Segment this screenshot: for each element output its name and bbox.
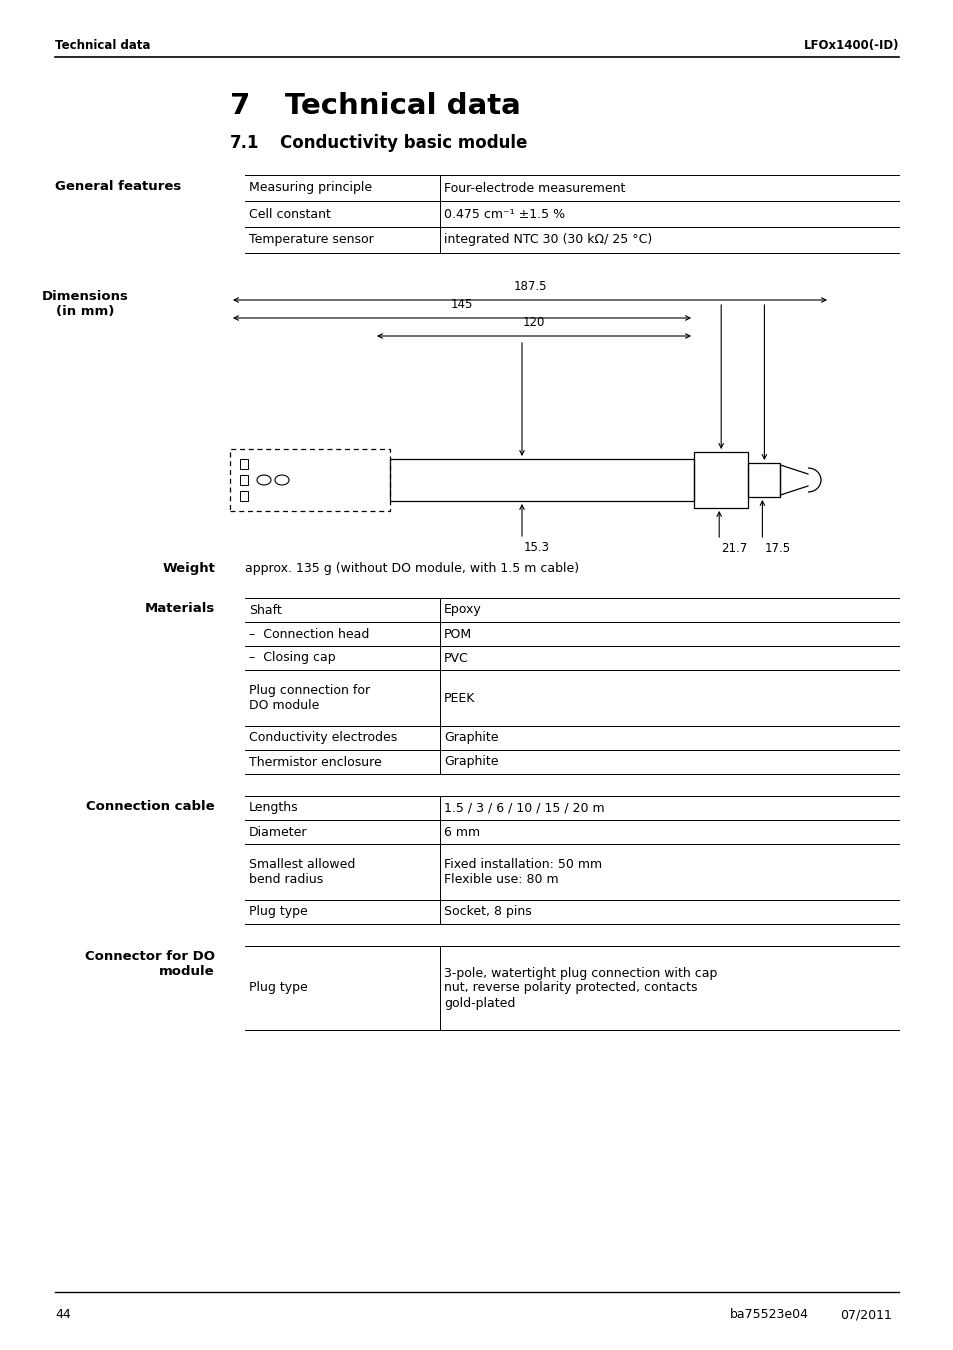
Text: 07/2011: 07/2011 <box>840 1308 891 1322</box>
Text: Cell constant: Cell constant <box>249 208 331 220</box>
Text: 6 mm: 6 mm <box>443 825 479 838</box>
Text: Fixed installation: 50 mm
Flexible use: 80 m: Fixed installation: 50 mm Flexible use: … <box>443 859 601 886</box>
Text: integrated NTC 30 (30 kΩ/ 25 °C): integrated NTC 30 (30 kΩ/ 25 °C) <box>443 234 652 247</box>
Text: Weight: Weight <box>162 562 214 575</box>
Text: Connector for DO
module: Connector for DO module <box>85 950 214 977</box>
Text: 44: 44 <box>55 1308 71 1322</box>
Text: Shaft: Shaft <box>249 603 281 617</box>
Text: PVC: PVC <box>443 652 468 664</box>
Bar <box>693 452 747 508</box>
Text: 7.1: 7.1 <box>230 134 259 153</box>
Text: Four-electrode measurement: Four-electrode measurement <box>443 181 625 194</box>
Text: Temperature sensor: Temperature sensor <box>249 234 374 247</box>
Text: 21.7: 21.7 <box>720 541 746 555</box>
Text: 7: 7 <box>230 92 250 120</box>
Text: 17.5: 17.5 <box>763 541 790 555</box>
Text: Epoxy: Epoxy <box>443 603 481 617</box>
Bar <box>390 459 693 501</box>
Text: Graphite: Graphite <box>443 756 498 768</box>
Text: Smallest allowed
bend radius: Smallest allowed bend radius <box>249 859 355 886</box>
Text: 1.5 / 3 / 6 / 10 / 15 / 20 m: 1.5 / 3 / 6 / 10 / 15 / 20 m <box>443 802 604 814</box>
Text: 120: 120 <box>522 316 544 329</box>
Text: 15.3: 15.3 <box>523 541 550 554</box>
Text: Measuring principle: Measuring principle <box>249 181 372 194</box>
Text: Lengths: Lengths <box>249 802 298 814</box>
Text: PEEK: PEEK <box>443 691 475 705</box>
Text: –  Closing cap: – Closing cap <box>249 652 335 664</box>
Text: Diameter: Diameter <box>249 825 307 838</box>
Bar <box>240 459 248 468</box>
Text: Thermistor enclosure: Thermistor enclosure <box>249 756 381 768</box>
Text: Dimensions
(in mm): Dimensions (in mm) <box>42 290 129 319</box>
Text: Technical data: Technical data <box>285 92 520 120</box>
Bar <box>240 475 248 485</box>
Text: ba75523e04: ba75523e04 <box>729 1308 808 1322</box>
Text: Connection cable: Connection cable <box>87 801 214 813</box>
Text: General features: General features <box>55 180 181 193</box>
Text: 187.5: 187.5 <box>513 279 546 293</box>
Text: LFOx1400(-ID): LFOx1400(-ID) <box>802 39 898 53</box>
Text: Conductivity electrodes: Conductivity electrodes <box>249 732 396 744</box>
Text: Plug connection for
DO module: Plug connection for DO module <box>249 684 370 711</box>
Text: Graphite: Graphite <box>443 732 498 744</box>
Text: POM: POM <box>443 628 472 640</box>
Text: Socket, 8 pins: Socket, 8 pins <box>443 906 531 918</box>
Text: 3-pole, watertight plug connection with cap
nut, reverse polarity protected, con: 3-pole, watertight plug connection with … <box>443 967 717 1010</box>
Text: Technical data: Technical data <box>55 39 151 53</box>
Text: Plug type: Plug type <box>249 981 308 995</box>
Text: Materials: Materials <box>145 602 214 616</box>
Text: 145: 145 <box>451 298 473 311</box>
Text: approx. 135 g (without DO module, with 1.5 m cable): approx. 135 g (without DO module, with 1… <box>245 562 578 575</box>
Bar <box>240 491 248 501</box>
Text: –  Connection head: – Connection head <box>249 628 369 640</box>
Text: Plug type: Plug type <box>249 906 308 918</box>
Bar <box>747 463 780 497</box>
Text: Conductivity basic module: Conductivity basic module <box>280 134 527 153</box>
Bar <box>230 450 390 512</box>
Text: 0.475 cm⁻¹ ±1.5 %: 0.475 cm⁻¹ ±1.5 % <box>443 208 564 220</box>
